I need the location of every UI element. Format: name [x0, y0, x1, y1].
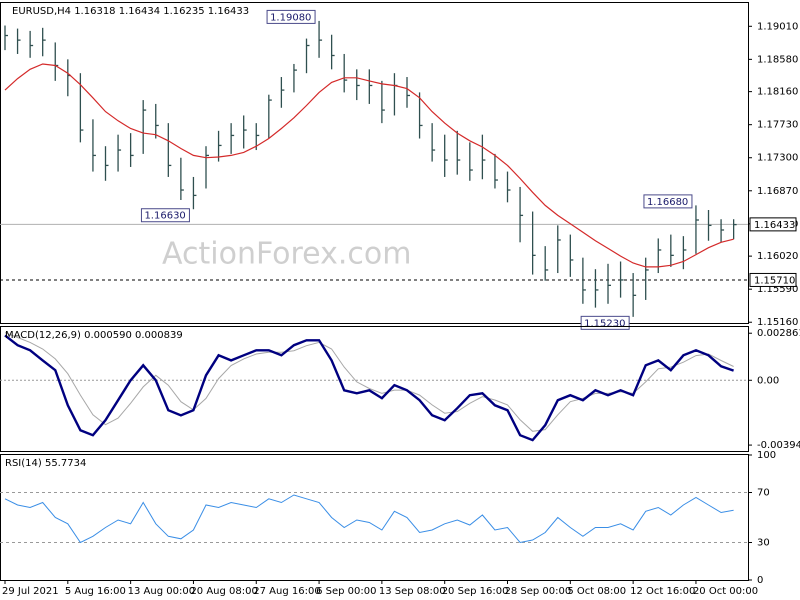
- x-tick-label: 13 Sep 08:00: [379, 586, 446, 597]
- y-tick-label: -0.00394: [757, 440, 800, 451]
- y-tick-label: 1.18580: [757, 54, 798, 65]
- y-tick-label: 1.17730: [757, 120, 798, 131]
- annotation-box: [140, 208, 190, 223]
- annotation-label: 1.15230: [584, 318, 625, 329]
- y-tick-label: 0: [757, 575, 763, 586]
- panel-title: MACD(12,26,9) 0.000590 0.000839: [5, 330, 183, 341]
- y-tick-label: 0.002861: [757, 328, 800, 339]
- macd-line: [4, 334, 734, 442]
- x-tick-label: 27 Aug 16:00: [253, 586, 320, 597]
- x-tick-label: 5 Oct 08:00: [567, 586, 626, 597]
- x-tick-label: 29 Jul 2021: [2, 586, 59, 597]
- y-tick-label: 1.15590: [757, 284, 798, 295]
- y-tick-label: 100: [757, 450, 776, 461]
- x-tick-label: 28 Sep 00:00: [505, 586, 572, 597]
- x-tick-label: 20 Aug 08:00: [190, 586, 257, 597]
- x-tick-label: 12 Oct 16:00: [630, 586, 695, 597]
- price-label: 1.16433: [754, 220, 795, 231]
- price-label: 1.15710: [754, 275, 795, 286]
- panel-frame: [0, 454, 749, 581]
- y-tick-label: 1.16020: [757, 251, 798, 262]
- y-tick-label: 1.15160: [757, 317, 798, 328]
- y-tick-label: 30: [757, 538, 770, 549]
- rsi-line: [4, 494, 734, 544]
- y-tick-label: 70: [757, 488, 770, 499]
- x-tick-label: 13 Aug 00:00: [128, 586, 195, 597]
- moving-average: [4, 63, 734, 268]
- annotation-box: [643, 194, 693, 209]
- y-tick-label: 0.00: [757, 375, 779, 386]
- x-tick-label: 6 Sep 00:00: [316, 586, 376, 597]
- panel-title: EURUSD,H4 1.16318 1.16434 1.16235 1.1643…: [12, 6, 249, 17]
- price-label-box: [749, 217, 797, 232]
- annotation-label: 1.16630: [144, 211, 185, 222]
- x-tick-label: 5 Aug 16:00: [65, 586, 126, 597]
- watermark: ActionForex.com: [162, 237, 411, 272]
- y-tick-label: 1.18160: [757, 87, 798, 98]
- annotation-box: [266, 9, 316, 24]
- x-tick-label: 20 Oct 00:00: [693, 586, 758, 597]
- annotation-label: 1.16680: [647, 197, 688, 208]
- panel-frame: [0, 326, 749, 452]
- panel-frame: [0, 2, 749, 324]
- y-tick-label: 1.19010: [757, 21, 798, 32]
- price-label-box: [749, 272, 797, 287]
- x-tick-label: 20 Sep 16:00: [442, 586, 509, 597]
- y-tick-label: 1.16870: [757, 186, 798, 197]
- panel-title: RSI(14) 55.7734: [5, 458, 86, 469]
- y-tick-label: 1.17300: [757, 153, 798, 164]
- annotation-label: 1.19080: [270, 12, 311, 23]
